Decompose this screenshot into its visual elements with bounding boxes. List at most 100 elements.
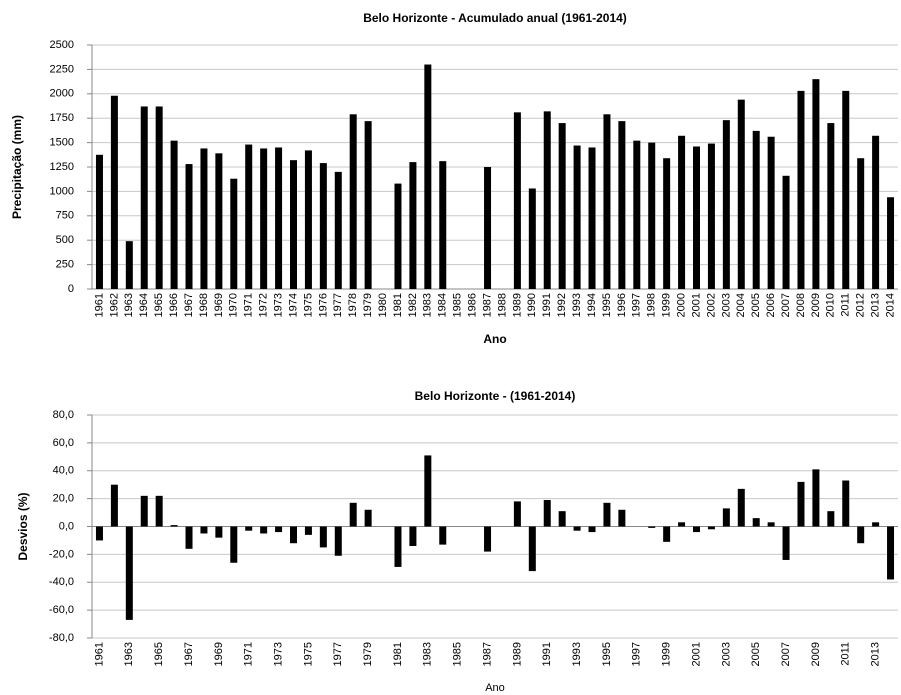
- x-tick-label: 1979: [362, 293, 374, 317]
- x-tick-label: 1981: [392, 642, 404, 666]
- bar: [439, 526, 447, 545]
- y-tick-label: 1750: [50, 112, 74, 124]
- bar: [230, 526, 238, 563]
- bar: [722, 120, 730, 289]
- bar: [409, 162, 417, 289]
- x-tick-label: 1991: [541, 642, 553, 666]
- bar: [558, 511, 566, 527]
- bar: [245, 144, 253, 289]
- x-tick-label: 1970: [228, 293, 240, 317]
- x-tick-label: 2011: [840, 293, 852, 317]
- bar: [603, 502, 611, 527]
- x-tick-label: 1964: [138, 293, 150, 317]
- bar: [842, 480, 850, 527]
- x-tick-label: 1968: [198, 293, 210, 317]
- y-tick-label: 20,0: [53, 493, 74, 505]
- x-tick-label: 1985: [452, 642, 464, 666]
- bar: [484, 526, 492, 552]
- x-tick-label: 1981: [392, 293, 404, 317]
- y-axis-title: Desvios (%): [16, 492, 30, 560]
- x-tick-label: 1969: [213, 642, 225, 666]
- x-tick-label: 1962: [108, 293, 120, 317]
- bar: [200, 148, 208, 289]
- x-tick-label: 2000: [675, 293, 687, 317]
- bar: [349, 502, 357, 527]
- y-tick-label: 60,0: [53, 437, 74, 449]
- x-tick-label: 1973: [272, 642, 284, 666]
- x-tick-label: 1979: [362, 642, 374, 666]
- bar: [155, 495, 163, 527]
- bar: [678, 135, 686, 289]
- bar: [588, 147, 596, 289]
- x-tick-label: 1999: [661, 293, 673, 317]
- x-tick-label: 1980: [377, 293, 389, 317]
- x-tick-label: 2014: [884, 293, 896, 317]
- x-tick-label: 1997: [631, 642, 643, 666]
- x-tick-label: 2007: [780, 293, 792, 317]
- bar: [245, 526, 253, 531]
- y-tick-label: 2250: [50, 63, 74, 75]
- bar: [543, 500, 551, 527]
- bar: [618, 509, 626, 527]
- bar: [737, 99, 745, 289]
- bar: [887, 197, 895, 289]
- x-tick-label: 1998: [646, 293, 658, 317]
- bar: [588, 526, 596, 533]
- x-tick-label: 1974: [287, 293, 299, 317]
- bar: [110, 484, 118, 527]
- bar: [618, 121, 626, 290]
- bar: [185, 526, 193, 549]
- bar: [513, 112, 521, 290]
- bar: [364, 121, 372, 290]
- bar: [767, 136, 775, 289]
- y-tick-label: 1500: [50, 137, 74, 149]
- bar: [304, 526, 312, 535]
- x-tick-label: 1963: [123, 293, 135, 317]
- x-tick-label: 1995: [601, 293, 613, 317]
- bar: [95, 526, 103, 541]
- x-tick-label: 2010: [825, 293, 837, 317]
- x-tick-label: 1982: [407, 293, 419, 317]
- x-tick-label: 1993: [571, 642, 583, 666]
- bar: [110, 95, 118, 289]
- bar: [439, 161, 447, 289]
- bar: [558, 123, 566, 289]
- bar: [737, 488, 745, 527]
- bar: [140, 106, 148, 289]
- x-tick-label: 2007: [780, 642, 792, 666]
- x-tick-label: 1966: [168, 293, 180, 317]
- bar: [215, 153, 223, 289]
- bar: [663, 526, 671, 542]
- x-tick-label: 2012: [855, 293, 867, 317]
- bar: [842, 90, 850, 289]
- x-tick-label: 2003: [720, 642, 732, 666]
- x-tick-label: 2003: [720, 293, 732, 317]
- bar: [290, 526, 297, 544]
- bar: [752, 130, 760, 289]
- bar: [872, 135, 880, 289]
- x-tick-label: 1971: [243, 642, 255, 666]
- bar: [827, 123, 835, 289]
- y-tick-label: 250: [56, 259, 74, 271]
- x-tick-label: 1983: [422, 293, 434, 317]
- bar: [543, 111, 551, 289]
- bar: [170, 525, 178, 527]
- bar: [812, 79, 820, 289]
- x-tick-label: 1990: [526, 293, 538, 317]
- x-tick-label: 1961: [93, 642, 105, 666]
- bar: [648, 142, 656, 289]
- y-tick-label: 40,0: [53, 465, 74, 477]
- chart-title: Belo Horizonte - Acumulado anual (1961-2…: [363, 11, 627, 25]
- x-tick-label: 1976: [317, 293, 329, 317]
- bar: [887, 526, 895, 580]
- y-tick-label: 0,0: [59, 520, 74, 532]
- bar: [782, 175, 790, 289]
- x-tick-label: 1967: [183, 293, 195, 317]
- bar: [319, 163, 327, 289]
- bar: [364, 509, 372, 527]
- y-tick-label: -40,0: [49, 576, 74, 588]
- x-tick-label: 1977: [332, 293, 344, 317]
- bar: [663, 158, 671, 289]
- x-tick-label: 2011: [840, 642, 852, 666]
